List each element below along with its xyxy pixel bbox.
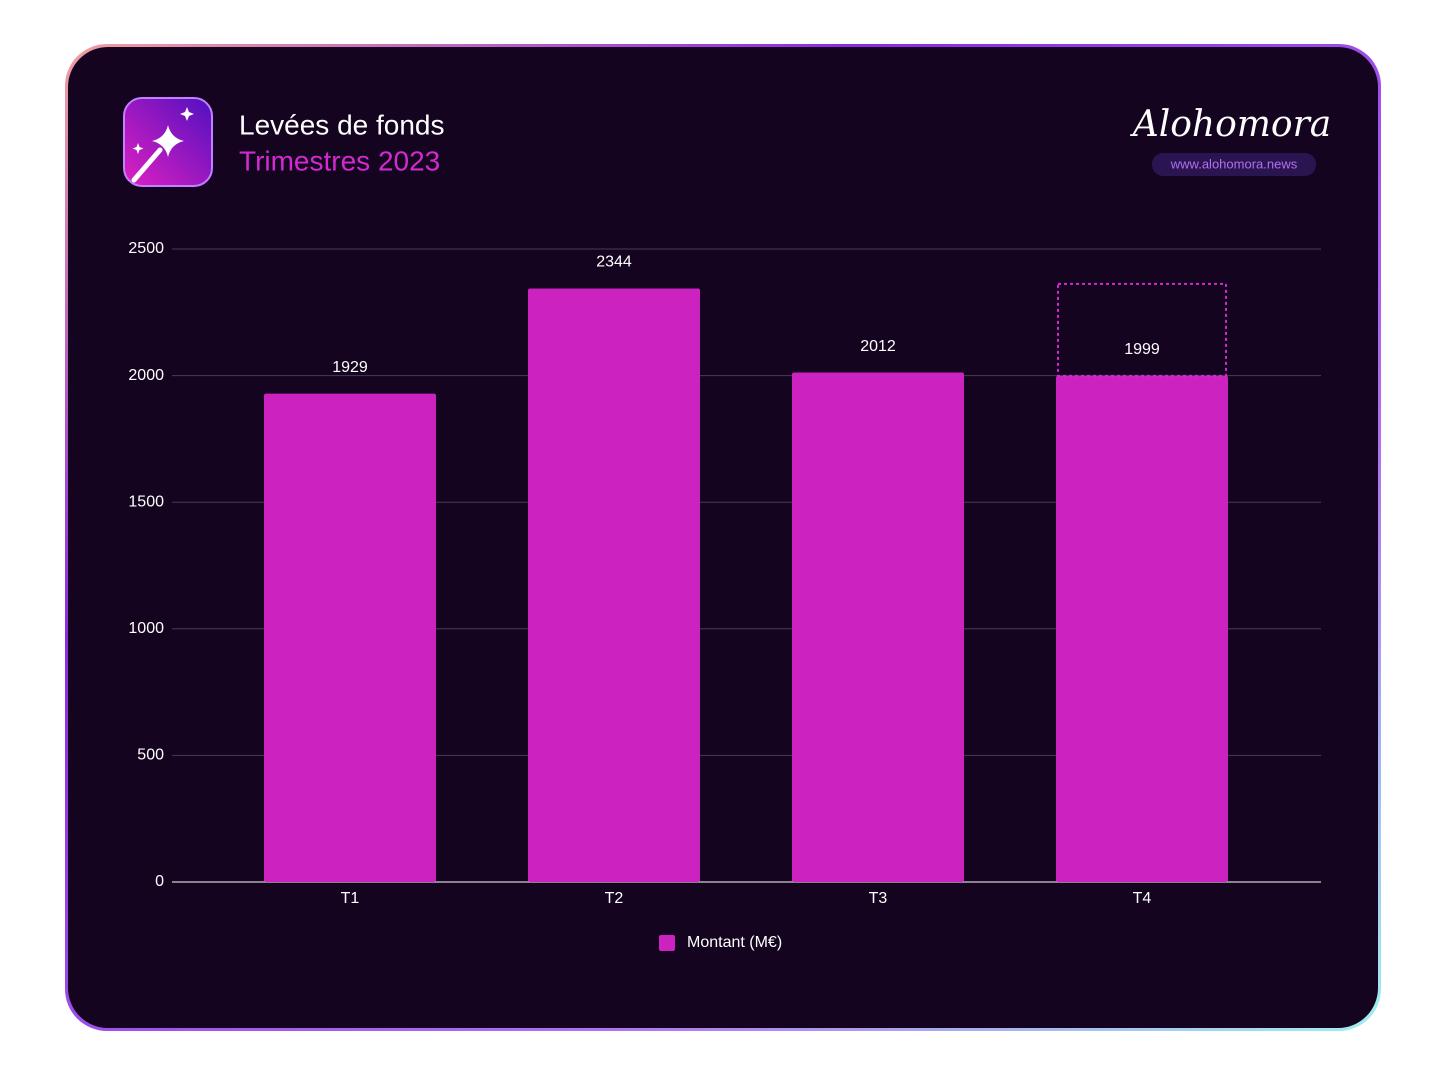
y-tick-label: 1500 bbox=[128, 493, 164, 510]
bar bbox=[264, 393, 436, 882]
chart-subtitle: Trimestres 2023 bbox=[239, 145, 440, 176]
x-tick-label: T4 bbox=[1133, 890, 1152, 907]
url: www.alohomora.news bbox=[1170, 156, 1298, 171]
data-label: 1999 bbox=[1124, 341, 1160, 358]
y-tick-label: 2000 bbox=[128, 367, 164, 384]
bar bbox=[1056, 375, 1228, 882]
data-label: 2012 bbox=[860, 338, 896, 355]
x-tick-label: T1 bbox=[341, 890, 360, 907]
data-label: 1929 bbox=[332, 359, 368, 376]
bar bbox=[528, 288, 700, 882]
x-tick-label: T3 bbox=[869, 890, 888, 907]
legend-label: Montant (M€) bbox=[687, 934, 782, 951]
legend-swatch bbox=[659, 935, 675, 951]
chart-title: Levées de fonds bbox=[239, 109, 445, 140]
y-tick-label: 0 bbox=[155, 873, 164, 890]
y-tick-label: 1000 bbox=[128, 620, 164, 637]
y-tick-label: 2500 bbox=[128, 240, 164, 257]
url-pill bbox=[1152, 153, 1316, 176]
brand: Alohomora bbox=[1130, 104, 1332, 145]
y-tick-label: 500 bbox=[137, 747, 164, 764]
app-icon bbox=[123, 97, 213, 187]
x-tick-label: T2 bbox=[605, 890, 624, 907]
highlight-box bbox=[1057, 282, 1227, 377]
bar bbox=[792, 372, 964, 882]
data-label: 2344 bbox=[596, 254, 632, 271]
